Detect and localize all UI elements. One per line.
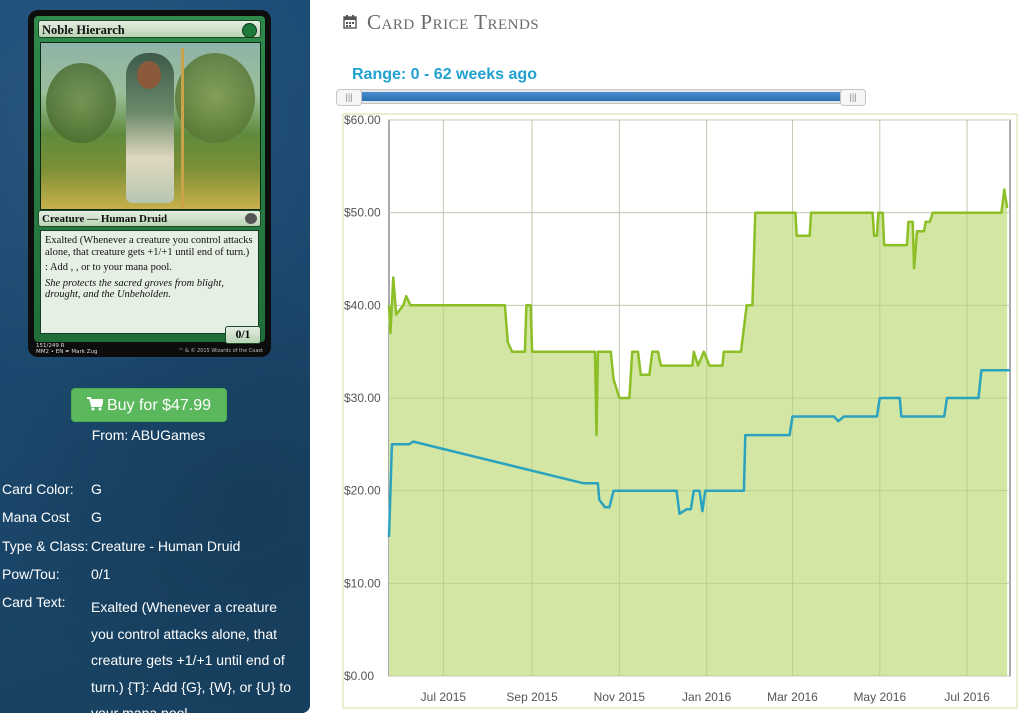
set-symbol-icon bbox=[245, 213, 257, 224]
green-mana-icon bbox=[242, 23, 257, 38]
card-name: Noble Hierarch bbox=[42, 23, 125, 37]
y-tick-label: $10.00 bbox=[344, 576, 381, 590]
druid-head-art bbox=[137, 61, 161, 89]
y-tick-label: $20.00 bbox=[344, 484, 381, 498]
series-line-blue bbox=[387, 368, 1010, 538]
series-area bbox=[389, 189, 1008, 676]
x-tick-label: Nov 2015 bbox=[594, 690, 646, 704]
range-slider-selection[interactable] bbox=[359, 92, 842, 101]
mana-cost-label: Mana Cost bbox=[2, 509, 70, 525]
card-rules-text: Exalted (Whenever a creature you control… bbox=[45, 235, 253, 258]
card-type-line: Creature — Human Druid bbox=[42, 213, 168, 225]
card-color-value: G bbox=[91, 481, 102, 497]
card-text-box: Exalted (Whenever a creature you control… bbox=[40, 230, 259, 334]
card-text-value: Exalted (Whenever a creature you control… bbox=[91, 599, 292, 713]
type-class-value: Creature - Human Druid bbox=[91, 538, 241, 554]
price-trend-chart: $0.00 $10.00 $20.00 $30.00 $40.00 $50.00 $60.0… bbox=[342, 113, 1018, 709]
card-name-bar: Noble Hierarch bbox=[38, 20, 261, 38]
x-tick-label: Jul 2016 bbox=[944, 690, 990, 704]
card-text-label: Card Text: bbox=[2, 594, 66, 610]
staff-art bbox=[181, 48, 184, 208]
card-sidebar: Noble Hierarch Creature — Human Druid Ex… bbox=[0, 0, 310, 713]
buy-button-label: Buy for $47.99 bbox=[106, 397, 212, 414]
section-title-text: Card Price Trends bbox=[367, 10, 540, 34]
seller-text: From: ABUGames bbox=[91, 427, 206, 443]
type-class-label: Type & Class: bbox=[2, 538, 89, 554]
y-tick-label: $30.00 bbox=[344, 391, 381, 405]
x-tick-label: Jan 2016 bbox=[682, 690, 732, 704]
mana-cost-value: G bbox=[91, 509, 102, 525]
card-collector-info: 151/249 R MM2 • EN ✒ Mark Zug bbox=[36, 343, 98, 355]
card-type-bar: Creature — Human Druid bbox=[38, 210, 261, 227]
calendar-icon bbox=[343, 10, 357, 29]
x-tick-label: May 2016 bbox=[853, 690, 906, 704]
y-tick-label: $60.00 bbox=[344, 113, 381, 127]
card-image: Noble Hierarch Creature — Human Druid Ex… bbox=[28, 10, 271, 357]
section-title: Card Price Trends bbox=[343, 10, 539, 35]
cart-icon bbox=[86, 390, 105, 424]
y-tick-label: $40.00 bbox=[344, 298, 381, 312]
card-color-label: Card Color: bbox=[2, 481, 74, 497]
x-tick-label: Mar 2016 bbox=[767, 690, 818, 704]
card-art bbox=[40, 42, 261, 210]
card-power-toughness: 0/1 bbox=[225, 326, 261, 344]
y-tick-label: $50.00 bbox=[344, 206, 381, 220]
x-tick-label: Sep 2015 bbox=[506, 690, 558, 704]
range-slider-right-handle[interactable]: ||| bbox=[840, 89, 866, 106]
x-tick-label: Jul 2015 bbox=[421, 690, 467, 704]
tree-art bbox=[46, 63, 116, 143]
card-copyright: ™ & © 2015 Wizards of the Coast bbox=[178, 348, 263, 354]
card-flavor-text: She protects the sacred groves from blig… bbox=[45, 277, 224, 301]
card-mana-ability: : Add , , or to your mana pool. bbox=[45, 262, 172, 273]
buy-button[interactable]: Buy for $47.99 bbox=[71, 388, 227, 422]
series-line-green bbox=[387, 188, 1009, 437]
tree-art bbox=[175, 53, 255, 143]
range-slider-left-handle[interactable]: ||| bbox=[336, 89, 362, 106]
pow-tou-value: 0/1 bbox=[91, 566, 111, 582]
pow-tou-label: Pow/Tou: bbox=[2, 566, 60, 582]
range-label: Range: 0 - 62 weeks ago bbox=[352, 66, 537, 83]
y-tick-label: $0.00 bbox=[344, 669, 374, 683]
